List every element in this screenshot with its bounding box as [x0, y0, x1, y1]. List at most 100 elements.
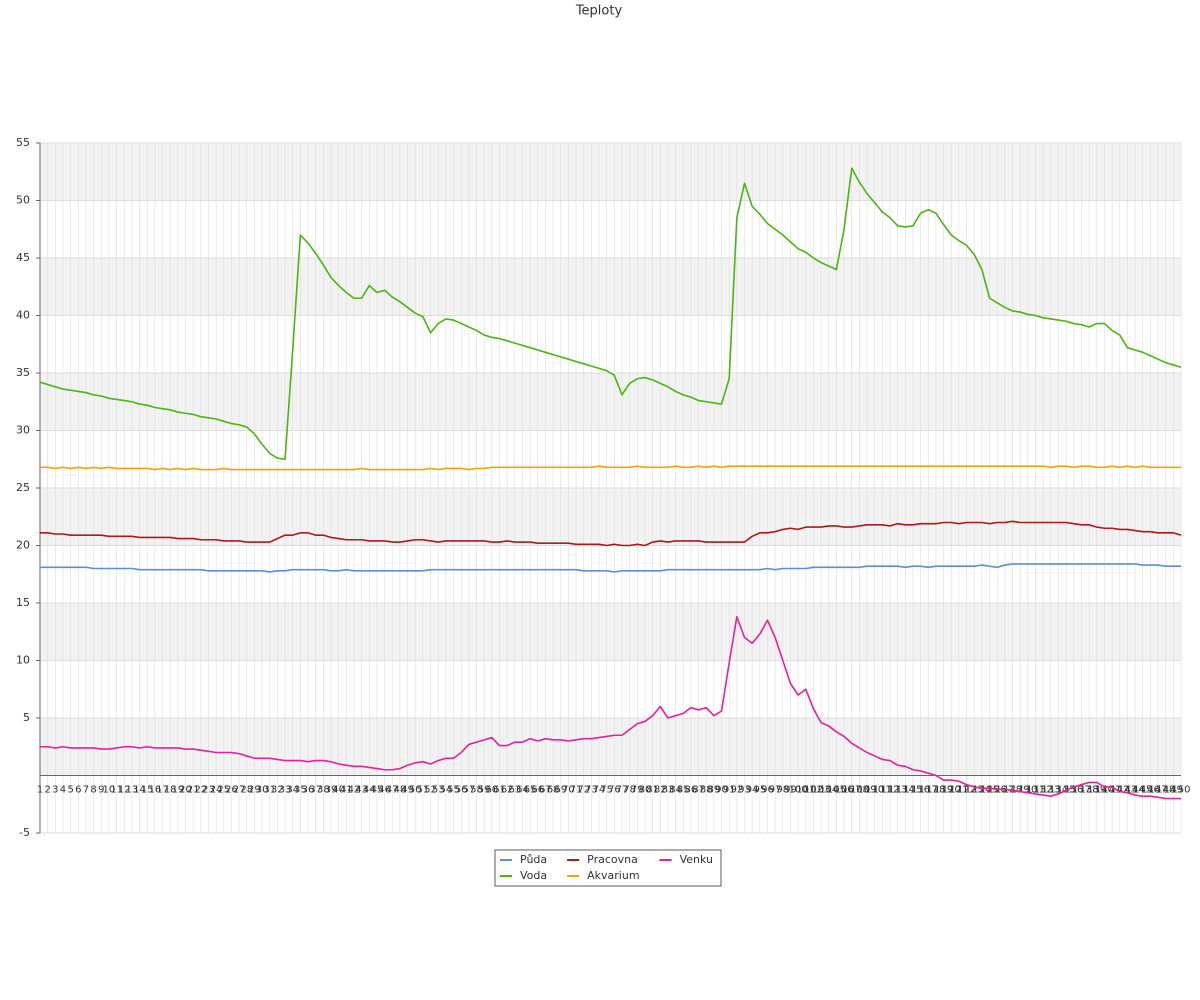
x-tick-label: 83 [662, 785, 675, 796]
x-tick-label: 21 [187, 785, 200, 796]
x-tick-label: 90 [715, 785, 728, 796]
x-tick-label: 25 [217, 785, 230, 796]
x-tick-label: 115 [903, 785, 922, 796]
x-tick-label: 89 [708, 785, 721, 796]
legend-label: Půda [520, 853, 547, 866]
line-series [40, 616, 1181, 800]
x-tick-label: 148 [1156, 785, 1175, 796]
x-tick-label: 8 [90, 785, 96, 796]
x-tick-label: 137 [1072, 785, 1091, 796]
x-tick-label: 37 [309, 785, 322, 796]
line-series [39, 167, 1182, 461]
x-tick-label: 99 [784, 785, 797, 796]
x-tick-label: 100 [789, 785, 808, 796]
grid-band [40, 258, 1181, 316]
x-tick-label: 30 [256, 785, 269, 796]
x-tick-label: 19 [171, 785, 184, 796]
x-tick-label: 60 [485, 785, 498, 796]
line-series [40, 563, 1181, 573]
x-tick-label: 10 [103, 785, 116, 796]
x-tick-label: 29 [248, 785, 261, 796]
x-tick-label: 118 [926, 785, 945, 796]
x-tick-label: 63 [508, 785, 521, 796]
x-tick-label: 98 [776, 785, 789, 796]
x-tick-label: 64 [516, 785, 529, 796]
x-tick-label: 106 [835, 785, 854, 796]
x-tick-label: 28 [240, 785, 253, 796]
x-tick-label: 66 [531, 785, 544, 796]
x-tick-label: 59 [478, 785, 491, 796]
x-tick-label: 32 [271, 785, 284, 796]
x-tick-label: 15 [141, 785, 154, 796]
x-tick-label: 45 [371, 785, 384, 796]
x-tick-label: 116 [911, 785, 930, 796]
x-tick-label: 149 [1164, 785, 1183, 796]
x-tick-label: 69 [554, 785, 567, 796]
x-tick-label: 13 [126, 785, 139, 796]
x-tick-label: 70 [562, 785, 575, 796]
x-tick-label: 75 [600, 785, 613, 796]
x-tick-label: 107 [842, 785, 861, 796]
legend: Půda Voda Pracovna Akvarium Venku [494, 849, 722, 887]
x-tick-label: 91 [723, 785, 736, 796]
x-tick-label: 22 [194, 785, 207, 796]
x-tick-label: 104 [819, 785, 838, 796]
x-tick-label: 12 [118, 785, 131, 796]
x-tick-label: 9 [98, 785, 104, 796]
grid-band [40, 488, 1181, 546]
x-tick-label: 84 [669, 785, 682, 796]
x-tick-label: 6 [75, 785, 81, 796]
legend-label: Akvarium [587, 869, 639, 882]
x-tick-label: 39 [325, 785, 338, 796]
legend-label: Voda [520, 869, 547, 882]
x-tick-label: 40 [332, 785, 345, 796]
line-series [40, 465, 1181, 471]
y-tick-label: 15 [16, 596, 30, 609]
x-tick-label: 53 [432, 785, 445, 796]
x-tick-label: 143 [1118, 785, 1137, 796]
y-tick-label: 5 [23, 711, 30, 724]
x-tick-label: 125 [980, 785, 999, 796]
x-tick-label: 23 [202, 785, 215, 796]
x-tick-label: 124 [972, 785, 991, 796]
x-tick-label: 136 [1064, 785, 1083, 796]
x-tick-label: 146 [1141, 785, 1160, 796]
y-tick-label: 50 [16, 194, 30, 207]
x-tick-label: 41 [340, 785, 353, 796]
x-tick-label: 54 [439, 785, 452, 796]
x-tick-label: 5 [67, 785, 73, 796]
y-tick-label: 20 [16, 539, 30, 552]
x-tick-label: 43 [355, 785, 368, 796]
x-tick-label: 133 [1041, 785, 1060, 796]
x-tick-label: 110 [865, 785, 884, 796]
x-tick-label: 73 [585, 785, 598, 796]
x-tick-label: 26 [225, 785, 238, 796]
x-tick-label: 79 [631, 785, 644, 796]
x-tick-label: 80 [639, 785, 652, 796]
x-tick-label: 82 [654, 785, 667, 796]
x-tick-label: 55 [447, 785, 460, 796]
x-tick-label: 120 [942, 785, 961, 796]
x-tick-label: 44 [363, 785, 376, 796]
x-tick-label: 76 [608, 785, 621, 796]
x-tick-label: 103 [812, 785, 831, 796]
x-tick-label: 129 [1011, 785, 1030, 796]
x-tick-label: 111 [873, 785, 892, 796]
x-tick-label: 61 [493, 785, 506, 796]
x-tick-label: 34 [286, 785, 299, 796]
x-tick-label: 56 [455, 785, 468, 796]
x-tick-label: 18 [164, 785, 177, 796]
x-tick-label: 4 [60, 785, 66, 796]
x-tick-label: 119 [934, 785, 953, 796]
x-tick-label: 24 [210, 785, 223, 796]
x-tick-label: 27 [233, 785, 246, 796]
x-tick-label: 20 [179, 785, 192, 796]
x-tick-label: 88 [700, 785, 713, 796]
x-tick-label: 77 [616, 785, 629, 796]
x-tick-label: 57 [462, 785, 475, 796]
legend-label: Pracovna [587, 853, 638, 866]
x-tick-label: 14 [133, 785, 146, 796]
x-tick-label: 105 [827, 785, 846, 796]
